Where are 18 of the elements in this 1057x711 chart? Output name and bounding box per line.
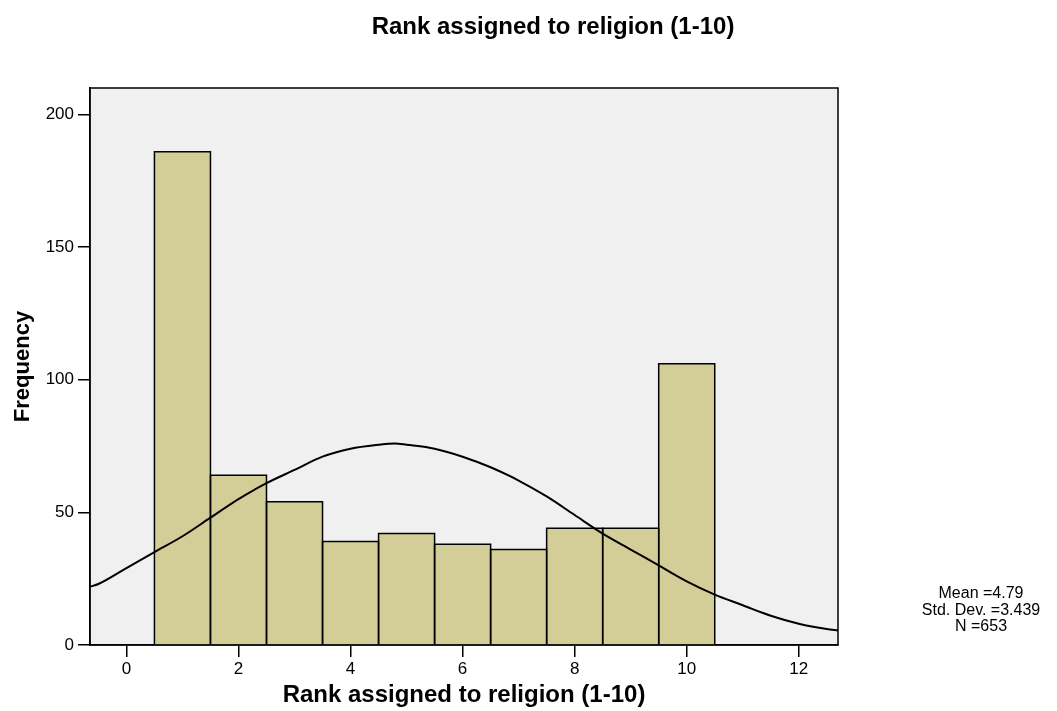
x-tick-label: 0 [121, 658, 132, 678]
y-tick-label: 150 [45, 236, 74, 256]
text: Std. Dev. =3.439 [921, 600, 1041, 618]
x-tick-label: 8 [569, 658, 580, 678]
x-tick-label: 12 [789, 658, 809, 678]
y-axis-title: Frequency [9, 310, 35, 423]
chart-title: Rank assigned to religion (1-10) [371, 11, 735, 39]
y-tick-label: 100 [45, 369, 74, 389]
x-tick-label: 10 [677, 658, 697, 678]
y-tick-label: 50 [55, 502, 74, 522]
text: N =653 [954, 617, 1008, 635]
text: Mean =4.79 [938, 584, 1024, 602]
x-tick-label: 2 [233, 658, 244, 678]
x-tick-label: 6 [457, 658, 468, 678]
x-tick-label: 4 [345, 658, 356, 678]
x-axis-title: Rank assigned to religion (1-10) [282, 680, 646, 708]
y-tick-label: 0 [64, 634, 74, 654]
y-tick-label: 200 [45, 104, 74, 124]
